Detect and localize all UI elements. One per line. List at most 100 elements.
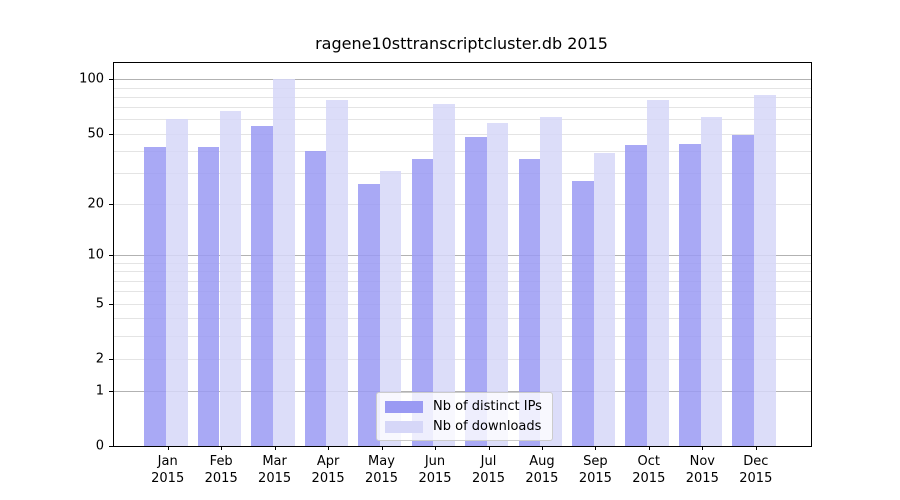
bar-downloads-apr — [326, 99, 349, 446]
x-tick-month: Oct — [637, 454, 661, 469]
x-tick-label: Jul 2015 — [449, 453, 529, 487]
y-gridline-minor — [114, 204, 811, 205]
bar-distinct-ips-dec — [732, 135, 755, 446]
chart-title: ragene10sttranscriptcluster.db 2015 — [315, 34, 608, 53]
y-tick-label: 2 — [95, 351, 104, 367]
x-tick-label: Sep 2015 — [555, 453, 635, 487]
y-tick — [109, 358, 113, 360]
x-tick — [328, 446, 330, 450]
x-tick-month: Sep — [583, 454, 608, 469]
y-tick — [109, 446, 113, 447]
y-tick — [109, 204, 113, 205]
bar-distinct-ips-nov — [678, 143, 701, 446]
bar-distinct-ips-may — [358, 184, 380, 446]
y-tick-label: 1 — [95, 383, 104, 399]
bar-distinct-ips-jul — [465, 136, 487, 446]
x-tick-year: 2015 — [471, 471, 506, 486]
bar-downloads-jun — [433, 103, 455, 446]
bar-downloads-sep — [593, 152, 616, 446]
bar-downloads-feb — [219, 110, 242, 446]
legend-label-distinct-ips: Nb of distinct IPs — [433, 399, 542, 414]
y-tick — [109, 390, 113, 392]
x-tick-year: 2015 — [311, 471, 345, 486]
y-gridline-minor — [114, 263, 811, 264]
x-tick-year: 2015 — [739, 471, 773, 486]
x-tick-year: 2015 — [204, 471, 238, 486]
x-tick-label: Apr 2015 — [288, 453, 368, 487]
x-tick — [274, 446, 276, 450]
bar-downloads-jul — [486, 123, 509, 446]
x-tick-month: Apr — [316, 454, 340, 469]
x-tick-label: Jun 2015 — [395, 453, 475, 487]
x-tick — [755, 446, 757, 450]
bar-distinct-ips-aug — [518, 159, 541, 446]
x-tick-label: Feb 2015 — [181, 453, 261, 487]
y-gridline-minor — [114, 107, 811, 109]
legend-item-distinct-ips: Nb of distinct IPs — [385, 399, 542, 414]
x-tick — [167, 446, 169, 450]
x-tick — [435, 446, 436, 450]
bar-downloads-mar — [272, 79, 295, 446]
bar-distinct-ips-apr — [304, 150, 327, 446]
legend-swatch-downloads — [385, 420, 423, 433]
x-tick-month: Nov — [689, 454, 715, 469]
legend-swatch-distinct-ips — [385, 400, 423, 413]
bar-downloads-may — [379, 170, 402, 446]
x-tick-month: Jan — [157, 454, 178, 469]
x-tick — [702, 446, 704, 450]
y-gridline-minor — [114, 173, 811, 175]
x-tick — [221, 446, 223, 450]
y-tick — [109, 255, 113, 257]
y-tick-label: 10 — [87, 247, 104, 263]
y-gridline-minor — [114, 280, 811, 282]
x-tick-year: 2015 — [525, 471, 559, 486]
y-gridline-major — [114, 79, 811, 81]
x-tick-label: Oct 2015 — [609, 453, 689, 487]
y-tick-label: 0 — [95, 438, 104, 454]
y-gridline-minor — [114, 119, 811, 121]
y-tick-label: 100 — [79, 71, 104, 87]
y-gridline-major — [114, 255, 811, 257]
bar-downloads-jan — [166, 119, 188, 446]
y-tick — [109, 79, 113, 81]
x-tick-year: 2015 — [578, 471, 612, 486]
x-tick-label: Dec 2015 — [716, 453, 796, 487]
x-tick-month: Jun — [424, 454, 446, 469]
x-tick — [648, 446, 650, 450]
x-tick-label: May 2015 — [342, 453, 422, 487]
bar-distinct-ips-feb — [197, 147, 220, 446]
y-tick — [109, 133, 113, 135]
y-gridline-minor — [114, 150, 811, 152]
y-gridline-minor — [114, 87, 811, 89]
bar-distinct-ips-mar — [251, 126, 273, 446]
x-tick-year: 2015 — [632, 471, 666, 486]
bar-distinct-ips-jun — [411, 159, 434, 446]
x-tick-label: Aug 2015 — [502, 453, 582, 487]
x-tick-year: 2015 — [685, 471, 719, 486]
x-tick-year: 2015 — [151, 471, 185, 486]
x-tick-label: Jan 2015 — [128, 453, 208, 487]
x-tick-year: 2015 — [418, 471, 452, 486]
y-gridline-minor — [114, 96, 811, 98]
y-gridline-minor — [114, 335, 811, 337]
plot-area: 0 1 2 5 10 20 50 100 Jan 2015 Feb 2015 Mar 2015 Apr 201… — [79, 62, 812, 486]
y-gridline-minor — [114, 318, 811, 320]
x-tick-month: Aug — [529, 454, 555, 469]
x-tick-year: 2015 — [364, 471, 399, 486]
x-tick-month: Feb — [209, 454, 233, 469]
y-gridline-minor — [114, 358, 811, 360]
legend: Nb of distinct IPs Nb of downloads — [376, 392, 553, 441]
x-tick-month: Dec — [743, 454, 769, 469]
x-tick-year: 2015 — [258, 471, 292, 486]
x-tick — [488, 446, 490, 450]
legend-label-downloads: Nb of downloads — [433, 419, 542, 434]
x-tick-month: May — [368, 454, 395, 469]
y-gridline-minor — [114, 133, 811, 135]
x-tick — [381, 446, 383, 450]
y-gridline-minor — [114, 303, 811, 305]
legend-item-downloads: Nb of downloads — [385, 419, 542, 434]
x-tick-month: Jul — [480, 454, 497, 469]
bar-downloads-nov — [700, 116, 723, 446]
x-tick-label: Mar 2015 — [235, 453, 315, 487]
